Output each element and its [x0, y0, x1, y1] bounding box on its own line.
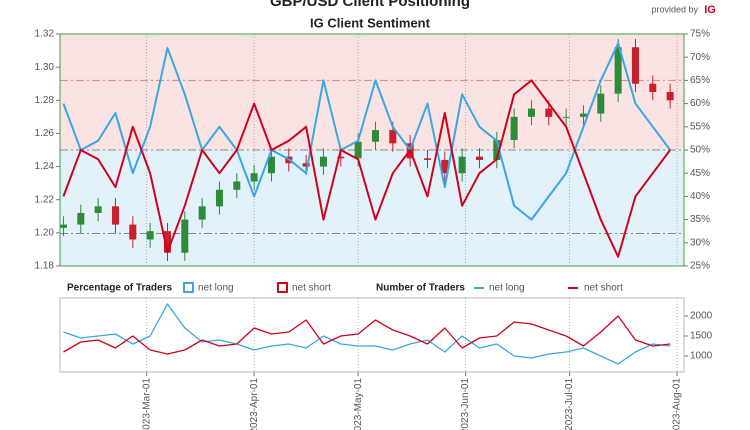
candle-body	[111, 206, 119, 225]
candle-body	[354, 141, 362, 159]
candle-body	[129, 224, 137, 240]
series-line	[62, 42, 671, 221]
legend-swatch	[183, 282, 194, 293]
lower-frame	[59, 297, 685, 373]
y2-tick-label: 75%	[690, 29, 710, 40]
candle-body	[510, 116, 518, 141]
candle-body	[94, 206, 102, 213]
y2-tick-label: 30%	[690, 237, 710, 248]
candle-body	[527, 108, 535, 117]
y2-tick-label: 35%	[690, 214, 710, 225]
candle-body	[371, 130, 379, 142]
legend-label: net short	[584, 283, 623, 294]
candle-body	[649, 83, 657, 92]
candle-body	[163, 231, 171, 253]
candle-body	[666, 92, 674, 101]
chart-title: GBP/USD Client Positioning	[270, 0, 470, 10]
y-tick-label: 1.26	[35, 128, 55, 139]
candle-body	[198, 206, 206, 220]
y-tick-label: 2000	[690, 311, 713, 322]
candle-body	[423, 158, 431, 160]
y2-tick-label: 45%	[690, 168, 710, 179]
legend-swatch	[277, 282, 288, 293]
series-line	[63, 303, 671, 365]
chart-subtitle: IG Client Sentiment	[310, 15, 431, 30]
y2-tick-label: 55%	[690, 121, 710, 132]
candle-body	[233, 181, 241, 190]
y2-tick-label: 40%	[690, 191, 710, 202]
candle-body	[631, 47, 639, 84]
x-tick-label: 2023-Aug-01	[672, 378, 683, 430]
y2-tick-label: 25%	[690, 261, 710, 272]
x-tick-label: 2023-Apr-01	[249, 378, 260, 430]
candle-body	[59, 224, 67, 228]
y-tick-label: 1.20	[35, 227, 55, 238]
y2-tick-label: 50%	[690, 145, 710, 156]
candle-body	[250, 173, 258, 182]
legend-title: Percentage of Traders	[67, 283, 172, 294]
y-tick-label: 1000	[690, 351, 713, 362]
y2-tick-label: 65%	[690, 75, 710, 86]
plot-frame	[59, 297, 685, 373]
x-tick-label: 2023-Jun-01	[460, 378, 471, 430]
x-tick-label: 2023-May-01	[353, 378, 364, 430]
y-tick-label: 1.18	[35, 261, 55, 272]
legend-title: Number of Traders	[376, 283, 465, 294]
candle-body	[267, 156, 275, 174]
series-line	[62, 79, 671, 258]
candle-body	[597, 93, 605, 114]
candle-body	[146, 231, 154, 240]
candle-body	[614, 47, 622, 94]
candle-body	[337, 156, 345, 159]
legend-label: net short	[292, 283, 331, 294]
brand-logo: IG	[704, 4, 716, 16]
y-tick-label: 1.30	[35, 62, 55, 73]
legend-label: net long	[489, 283, 525, 294]
candle-body	[215, 189, 223, 207]
candle-body	[441, 159, 449, 174]
series-line	[63, 315, 671, 355]
candle-body	[562, 116, 570, 118]
candle-body	[319, 156, 327, 167]
candle-body	[545, 108, 553, 117]
candle-body	[579, 113, 587, 117]
y2-tick-label: 60%	[690, 98, 710, 109]
candle-body	[458, 156, 466, 174]
y2-tick-label: 70%	[690, 52, 710, 63]
x-tick-label: 2023-Mar-01	[141, 378, 152, 430]
candle-body	[475, 156, 483, 160]
candle-body	[181, 219, 189, 253]
y-tick-label: 1.28	[35, 95, 55, 106]
plot-frame	[59, 33, 685, 267]
x-tick-label: 2023-Jul-01	[564, 378, 575, 430]
y-tick-label: 1.24	[35, 161, 55, 172]
y-tick-label: 1.32	[35, 29, 55, 40]
candle-body	[77, 212, 85, 225]
legend-label: net long	[198, 283, 234, 294]
candle-body	[493, 140, 501, 160]
y-tick-label: 1.22	[35, 194, 55, 205]
candle-body	[302, 163, 310, 167]
y-tick-label: 1500	[690, 331, 713, 342]
candle-body	[389, 130, 397, 144]
brand-text: provided by	[651, 4, 698, 14]
